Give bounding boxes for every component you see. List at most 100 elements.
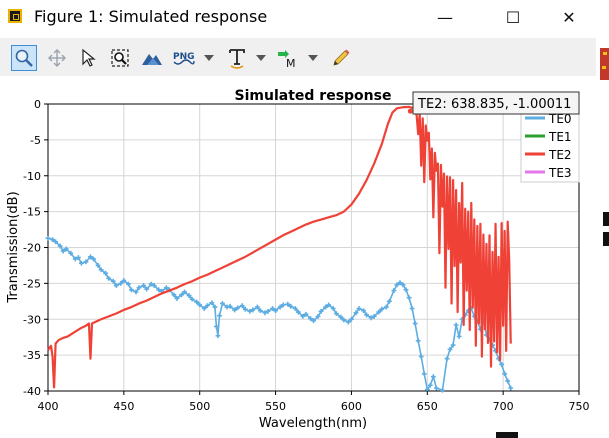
series-te0-point [323,304,329,310]
series-te0-point [232,307,238,313]
series-te0-point [103,270,109,276]
series-te0-point [220,301,225,306]
series-te0-point [353,310,359,316]
series-te0-point [129,287,134,293]
series-te0-point [368,315,374,321]
series-te0-point [421,371,427,377]
maximize-button[interactable]: ☐ [505,7,521,27]
series-te0-point [386,298,392,304]
marker-dropdown-arrow[interactable] [308,55,318,61]
close-button[interactable]: ✕ [562,7,576,27]
series-te0-point [182,289,187,295]
series-te0-markers [45,235,514,393]
series-te0-point [273,308,278,314]
zoom-tool-button[interactable] [11,45,37,71]
series-te0-point [453,322,459,328]
series-te0-point [250,307,256,313]
x-axis-label: Wavelength(nm) [259,416,367,431]
series-te0-point [280,302,286,308]
series-te0-point [83,259,89,265]
series-te0-point [427,382,433,388]
marker-button[interactable]: M [276,45,302,71]
window-title: Figure 1: Simulated response [34,7,268,26]
series-te0-point [63,246,69,252]
series-te0-point [163,285,169,291]
series-te0-point [60,248,66,254]
x-tick-label: 750 [569,400,590,413]
series-te0-point [141,283,146,288]
window-title-bar: Figure 1: Simulated response — ☐ ✕ [0,0,609,36]
series-te0-point [285,301,291,307]
series-te0-point [215,333,221,339]
series-te0-point [391,288,397,293]
series-te0-point [406,295,412,301]
select-tool-button[interactable] [76,45,100,71]
series-te0-point [430,374,436,380]
series-te0-point [75,255,81,260]
data-tooltip: TE2: 638.835, -1.00011 [407,91,580,115]
series-te0-point [371,313,377,319]
export-png-button[interactable]: PNG [172,45,196,71]
series-te0-point [144,286,150,292]
series-te2-line [47,105,512,389]
chart-ticks: 400 450 500 550 600 650 700 750 0 -5 -10 -15 -20 -25 -… [23,98,589,413]
pan-tool-button[interactable] [44,45,70,71]
draw-pen-button[interactable] [330,45,352,71]
series-te0-point [308,316,313,321]
zoom-fit-button[interactable] [108,45,132,71]
series-te0-point [239,303,245,309]
series-te0-point [394,282,400,288]
series-te0-point [186,293,192,298]
series-te0-point [72,256,78,262]
series-te0-point [227,303,233,309]
series-te0-point [502,371,508,377]
series-te0-point [189,296,195,302]
series-te0-point [98,267,104,273]
series-te0-point [400,282,406,288]
series-te0-point [440,387,445,393]
series-te0-point [179,292,184,298]
series-te0-point [151,283,157,288]
series-te0-point [295,309,301,315]
series-te0-point [326,302,332,308]
series-te0-point [95,263,101,268]
legend-label-te2: TE2 [548,148,572,162]
toolbar [0,38,609,76]
series-te0-point [174,296,180,301]
series-te0-point [288,303,294,309]
marker-m-icon: M [278,50,296,68]
x-tick-label: 600 [341,400,362,413]
app-logo-icon [8,9,22,23]
series-te0-point [118,280,124,286]
series-te0-point [341,317,347,323]
tooltip-point [407,108,413,114]
series-te0-point [217,313,222,319]
series-te0-point [126,281,131,287]
series-te0-point [505,378,511,384]
series-te0-point [148,281,154,287]
series-te0-point [106,275,112,281]
background-fragment-mark [496,432,518,438]
text-annotation-button[interactable] [226,45,248,71]
series-te0-point [376,309,382,315]
chart-style-button[interactable] [140,45,164,71]
marker-label: M [286,57,296,68]
y-tick-label: -20 [23,242,41,255]
chart-series [45,105,514,393]
series-te0-point [444,356,450,362]
chart-title: Simulated response [235,88,392,104]
text-dropdown-arrow[interactable] [256,55,266,61]
x-tick-label: 650 [417,400,438,413]
series-te0-point [78,260,84,266]
png-dropdown-arrow[interactable] [204,55,214,61]
series-te0-point [214,324,219,329]
series-te0-point [361,308,366,314]
legend-label-te3: TE3 [548,166,572,180]
series-te0-point [242,306,248,312]
minimize-button[interactable]: — [437,7,453,27]
series-te0-point [330,306,336,311]
series-te0-point [318,308,324,314]
series-te0-point [409,306,415,311]
series-te0-point [349,316,354,322]
